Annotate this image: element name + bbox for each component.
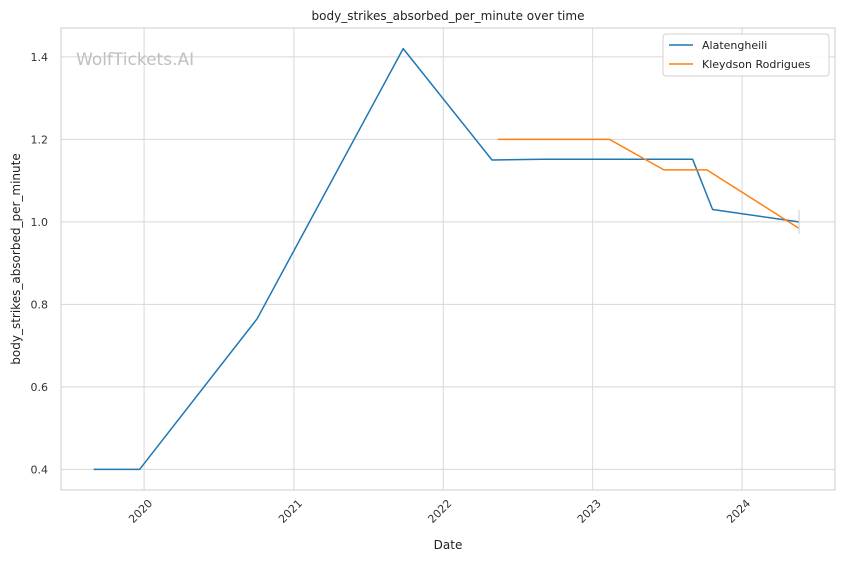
y-tick-label: 0.4 xyxy=(31,463,49,476)
legend: Alatengheili Kleydson Rodrigues xyxy=(662,33,830,77)
legend-label: Kleydson Rodrigues xyxy=(702,58,811,71)
legend-label: Alatengheili xyxy=(702,39,767,52)
x-tick-label: 2021 xyxy=(276,497,305,526)
x-axis-label: Date xyxy=(434,538,463,552)
x-tick-label: 2024 xyxy=(724,497,753,526)
x-tick-label: 2023 xyxy=(575,497,604,526)
legend-box xyxy=(662,33,830,77)
y-tick-label: 1.2 xyxy=(31,133,49,146)
plot-frame xyxy=(60,27,836,491)
series-lines xyxy=(93,47,800,471)
y-tick-label: 0.8 xyxy=(31,298,49,311)
y-axis-label: body_strikes_absorbed_per_minute xyxy=(9,153,23,364)
x-axis-ticks: 2020 2021 2022 2023 2024 xyxy=(126,497,753,526)
y-axis-ticks: 0.4 0.6 0.8 1.0 1.2 1.4 xyxy=(31,51,49,477)
x-tick-label: 2022 xyxy=(425,497,454,526)
y-tick-label: 1.0 xyxy=(31,216,49,229)
grid xyxy=(61,28,835,490)
x-tick-label: 2020 xyxy=(126,497,155,526)
series-line-1 xyxy=(93,47,799,471)
y-tick-label: 0.6 xyxy=(31,381,49,394)
chart-title: body_strikes_absorbed_per_minute over ti… xyxy=(312,9,585,23)
y-tick-label: 1.4 xyxy=(31,51,49,64)
watermark: WolfTickets.AI xyxy=(76,50,194,70)
series-line-2 xyxy=(497,138,800,229)
